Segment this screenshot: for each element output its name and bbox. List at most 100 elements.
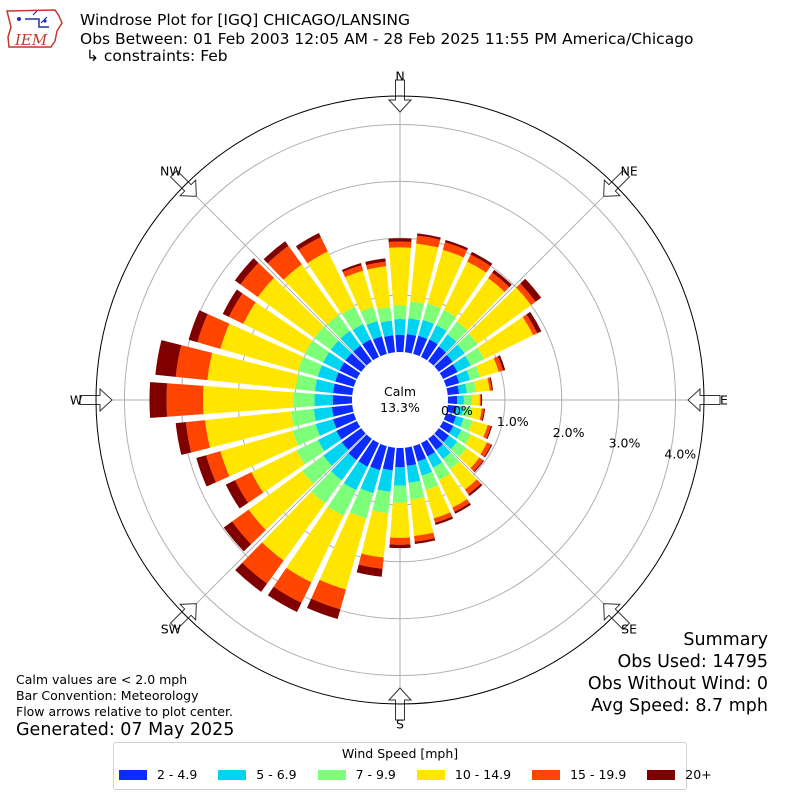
sector-40 xyxy=(428,269,512,366)
sector-310 xyxy=(234,258,366,372)
bar-0-bin-2 xyxy=(393,305,407,320)
bar-180-bin-3 xyxy=(390,502,410,538)
bar-120-bin-2 xyxy=(456,429,471,445)
direction-label-se: SE xyxy=(621,622,637,637)
bar-240-bin-1 xyxy=(317,430,342,452)
bar-350-bin-1 xyxy=(380,320,394,337)
bar-0-bin-0 xyxy=(395,334,405,353)
bar-320-bin-5 xyxy=(263,241,289,264)
bar-20-bin-5 xyxy=(444,240,468,251)
bar-330-bin-5 xyxy=(295,232,321,251)
bar-50-bin-0 xyxy=(434,354,453,372)
bar-310-bin-3 xyxy=(257,277,324,338)
bar-290-bin-5 xyxy=(188,310,208,343)
bar-160-bin-5 xyxy=(434,516,454,525)
legend-label-0: 2 - 4.9 xyxy=(157,767,198,782)
bar-40-bin-4 xyxy=(488,272,510,292)
bar-130-bin-5 xyxy=(473,460,485,473)
bar-60-bin-3 xyxy=(477,316,534,360)
bar-200-bin-1 xyxy=(360,466,380,494)
bar-70-bin-0 xyxy=(443,374,460,387)
bar-10-bin-5 xyxy=(416,233,441,240)
bar-190-bin-2 xyxy=(372,489,391,514)
bar-160-bin-0 xyxy=(413,443,427,462)
bar-280-bin-2 xyxy=(295,374,318,392)
bar-290-bin-2 xyxy=(298,356,322,377)
bar-50-bin-2 xyxy=(457,333,478,354)
bar-60-bin-2 xyxy=(465,347,485,366)
bar-330-bin-1 xyxy=(352,324,371,345)
legend-title: Wind Speed [mph] xyxy=(341,746,459,761)
bar-340-bin-3 xyxy=(345,270,374,312)
bar-220-bin-5 xyxy=(235,562,268,592)
bar-70-bin-2 xyxy=(466,365,481,380)
radial-gridline-ne xyxy=(433,184,616,367)
sector-240 xyxy=(225,420,361,509)
bar-60-bin-4 xyxy=(522,314,538,336)
bar-120-bin-4 xyxy=(480,442,492,457)
bar-50-bin-4 xyxy=(516,283,536,306)
bar-30-bin-2 xyxy=(436,309,457,332)
direction-label-sw: SW xyxy=(161,622,181,637)
bar-280-bin-4 xyxy=(175,345,213,381)
sector-90 xyxy=(447,394,483,406)
bar-120-bin-1 xyxy=(449,425,462,439)
bar-150-bin-1 xyxy=(427,451,443,468)
sector-210 xyxy=(267,439,380,613)
bar-160-bin-2 xyxy=(421,471,439,490)
bar-120-bin-5 xyxy=(484,444,493,458)
bar-280-bin-3 xyxy=(207,352,299,390)
sector-290 xyxy=(188,310,357,387)
ring-4 xyxy=(123,123,677,677)
calm-note: Calm values are < 2.0 mph xyxy=(16,672,188,687)
bar-350-bin-4 xyxy=(366,261,387,270)
sector-30 xyxy=(420,251,493,361)
bar-290-bin-4 xyxy=(197,313,230,349)
bar-200-bin-2 xyxy=(349,488,374,519)
bar-340-bin-1 xyxy=(366,321,382,340)
sector-220 xyxy=(235,434,372,592)
bar-340-bin-0 xyxy=(372,336,387,357)
constraints-label: ↳ constraints: Feb xyxy=(86,47,228,65)
bar-310-bin-4 xyxy=(240,262,275,298)
bar-340-bin-4 xyxy=(342,265,364,278)
bar-220-bin-2 xyxy=(311,471,342,504)
summary-obs-used: Obs Used: 14795 xyxy=(617,652,769,672)
bar-210-bin-2 xyxy=(327,483,357,516)
sector-20 xyxy=(413,240,468,357)
bar-300-bin-0 xyxy=(339,362,361,380)
bar-260-bin-4 xyxy=(185,420,210,453)
bar-300-bin-4 xyxy=(228,293,256,324)
legend-label-3: 10 - 14.9 xyxy=(454,767,512,782)
sector-250 xyxy=(196,413,357,487)
radial-tick-label-3: 3.0% xyxy=(609,436,641,451)
bar-70-bin-3 xyxy=(476,358,499,378)
summary-obs-without-wind: Obs Without Wind: 0 xyxy=(587,674,768,694)
radial-tick-label-0: 0.0% xyxy=(441,403,473,418)
bar-130-bin-3 xyxy=(458,448,480,469)
bar-290-bin-3 xyxy=(220,323,304,371)
legend-item-5: 20+ xyxy=(647,767,712,782)
bar-190-bin-0 xyxy=(382,446,396,471)
sector-280 xyxy=(155,340,354,396)
bar-90-bin-1 xyxy=(456,395,464,405)
bar-110-bin-3 xyxy=(468,420,488,438)
bar-60-bin-0 xyxy=(439,364,458,380)
bar-320-bin-1 xyxy=(340,330,361,352)
bar-220-bin-4 xyxy=(242,542,284,584)
bar-120-bin-0 xyxy=(439,420,454,434)
bar-260-bin-2 xyxy=(291,408,316,427)
bar-230-bin-1 xyxy=(323,442,349,466)
iem-logo: IEM xyxy=(5,7,65,51)
bar-90-bin-3 xyxy=(471,394,480,406)
bar-80-bin-1 xyxy=(457,383,467,394)
legend-item-3: 10 - 14.9 xyxy=(416,767,512,782)
bar-50-bin-1 xyxy=(446,344,465,362)
legend-swatch-1 xyxy=(218,769,247,780)
bar-260-bin-5 xyxy=(175,422,192,455)
sector-330 xyxy=(295,232,380,361)
sector-170 xyxy=(404,446,436,544)
bar-270-bin-5 xyxy=(149,382,168,418)
bar-130-bin-2 xyxy=(450,441,467,458)
